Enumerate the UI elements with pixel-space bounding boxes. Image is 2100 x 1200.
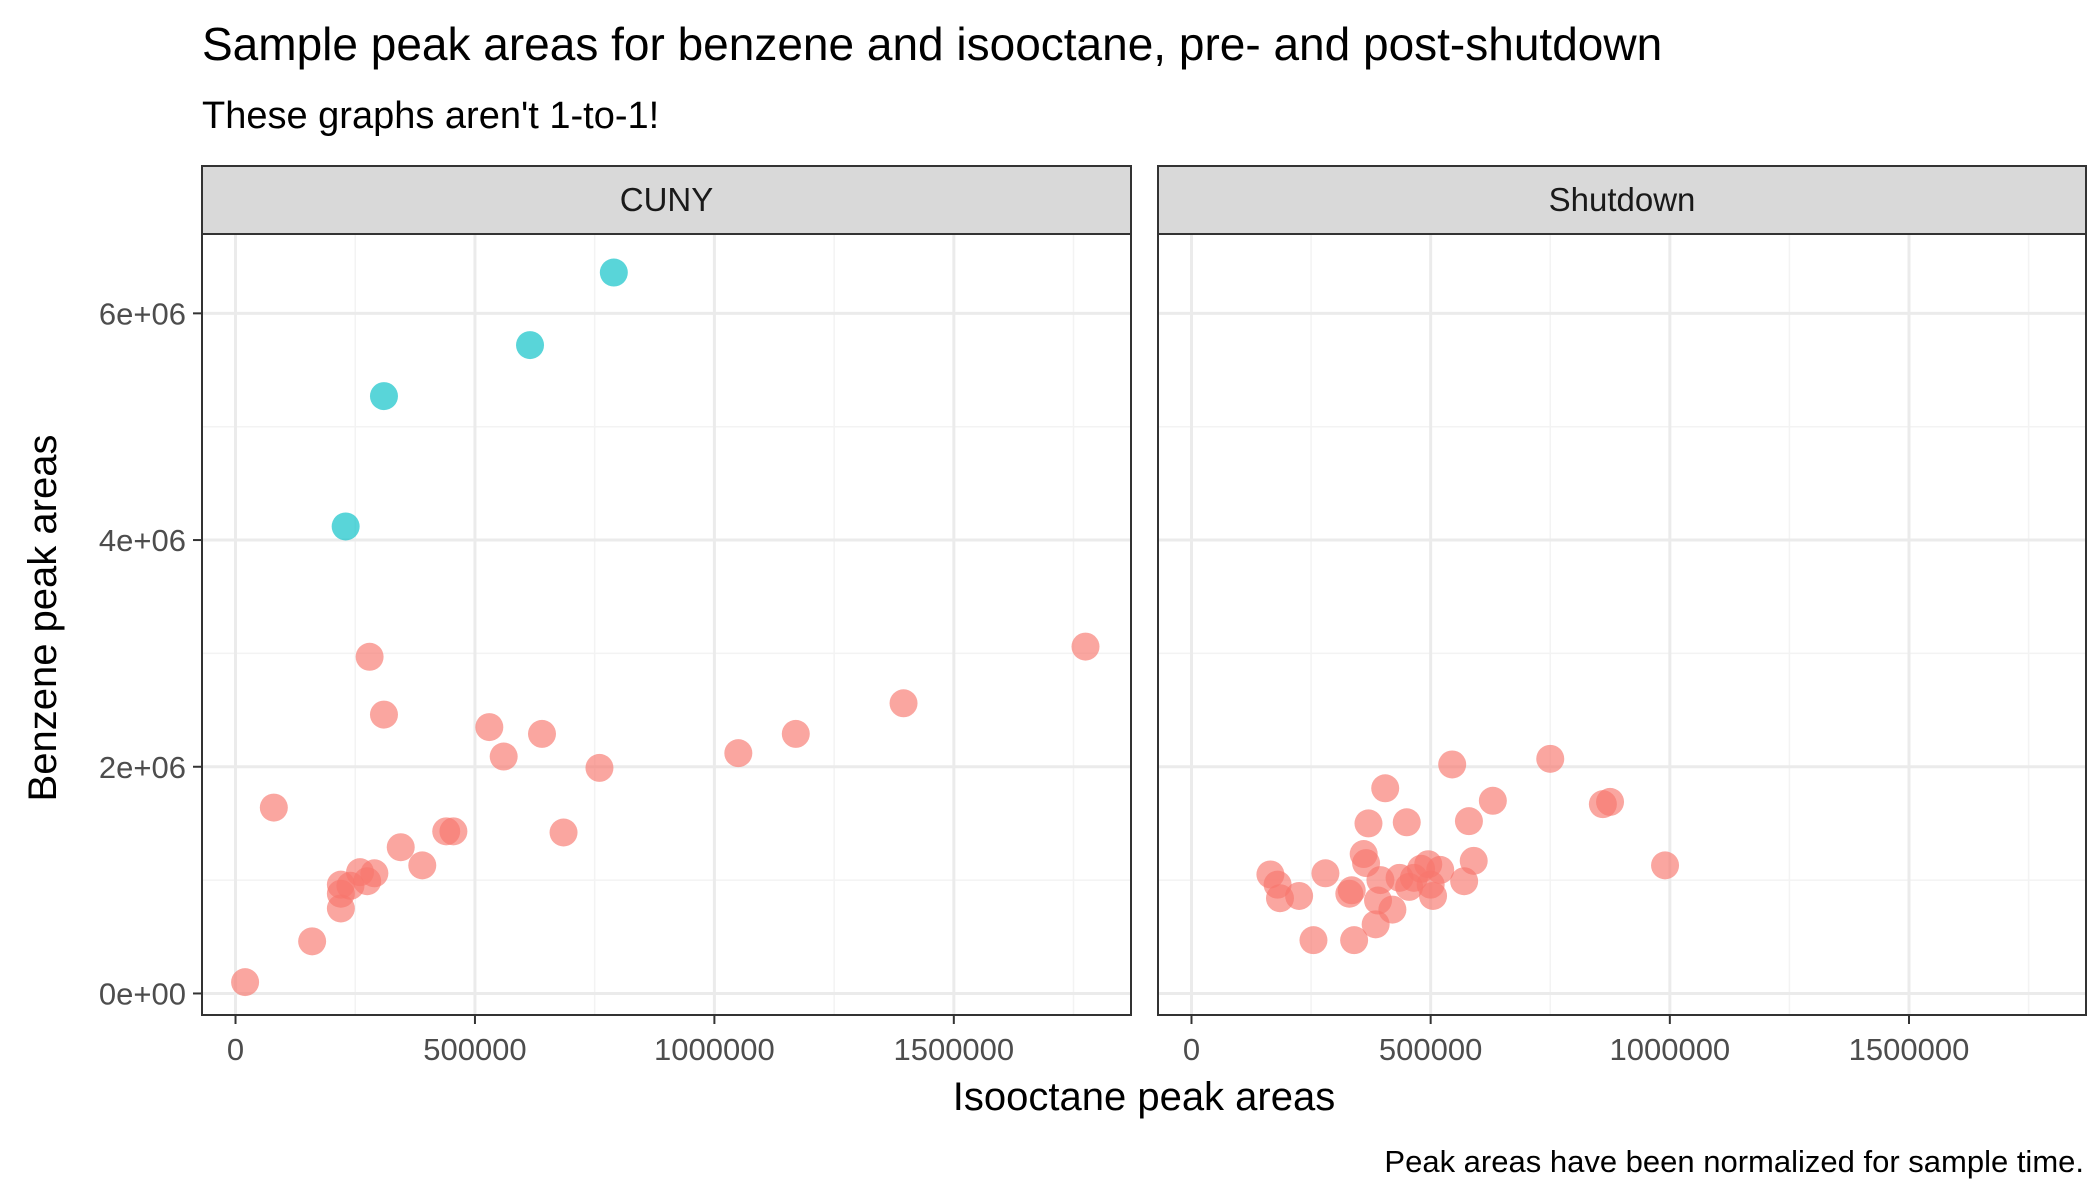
y-tick-label: 4e+06 — [99, 523, 186, 558]
data-point — [1459, 846, 1488, 875]
data-point — [1651, 851, 1680, 880]
x-tick-label: 0 — [227, 1032, 244, 1067]
data-point — [585, 753, 614, 782]
data-point — [1354, 809, 1383, 838]
chart-title: Sample peak areas for benzene and isooct… — [202, 18, 1662, 70]
data-point — [724, 739, 753, 768]
y-axis-label: Benzene peak areas — [21, 435, 65, 802]
data-point — [1426, 855, 1455, 884]
data-point — [360, 859, 389, 888]
data-point — [386, 833, 415, 862]
facet-panel-shutdown: Shutdown 0 500000 1000000 1500000 — [1157, 165, 2087, 1067]
data-point — [408, 851, 437, 880]
data-point — [355, 642, 384, 671]
x-axis-label: Isooctane peak areas — [953, 1075, 1335, 1119]
data-point — [1337, 876, 1366, 905]
data-point — [1071, 632, 1100, 661]
x-tick-label: 0 — [1183, 1032, 1200, 1067]
data-point — [527, 719, 556, 748]
data-point — [516, 331, 545, 360]
panel-background — [1158, 234, 2086, 1015]
y-tick-label: 6e+06 — [99, 296, 186, 331]
data-point — [1536, 744, 1565, 773]
data-point — [1419, 881, 1448, 910]
data-point — [599, 258, 628, 287]
x-tick-label: 1000000 — [654, 1032, 775, 1067]
data-point — [1454, 807, 1483, 836]
data-point — [475, 713, 504, 742]
data-point — [1371, 774, 1400, 803]
data-point — [439, 817, 468, 846]
data-point — [889, 689, 918, 718]
x-tick-label: 1500000 — [893, 1032, 1014, 1067]
facet-strip-label: CUNY — [620, 181, 714, 218]
data-point — [369, 700, 398, 729]
x-tick-label: 1500000 — [1849, 1032, 1970, 1067]
data-point — [1340, 926, 1369, 955]
facet-strip — [1157, 165, 2087, 235]
data-point — [1438, 750, 1467, 779]
x-tick-label: 500000 — [423, 1032, 526, 1067]
facet-panels: CUNY 0 500000 1000000 1500000 0e+00 2e+06 4e+06… — [99, 165, 2087, 1067]
data-point — [1311, 859, 1340, 888]
data-point — [1478, 786, 1507, 815]
data-point — [549, 818, 578, 847]
facet-panel-cuny: CUNY 0 500000 1000000 1500000 0e+00 2e+06 4e+06… — [99, 165, 1132, 1067]
facet-strip-label: Shutdown — [1549, 181, 1696, 218]
y-tick-label: 0e+00 — [99, 976, 186, 1011]
data-point — [1392, 808, 1421, 837]
chart-subtitle: These graphs aren't 1-to-1! — [202, 95, 659, 137]
data-point — [1299, 926, 1328, 955]
data-point — [298, 927, 327, 956]
x-tick-label: 500000 — [1379, 1032, 1482, 1067]
data-point — [1596, 787, 1625, 816]
facet-strip — [201, 165, 1132, 235]
data-point — [1378, 895, 1407, 924]
data-point — [331, 512, 360, 541]
data-point — [1285, 881, 1314, 910]
data-point — [231, 968, 260, 997]
data-point — [369, 382, 398, 411]
x-tick-label: 1000000 — [1609, 1032, 1730, 1067]
data-point — [781, 719, 810, 748]
data-point — [259, 793, 288, 822]
chart-caption: Peak areas have been normalized for samp… — [1384, 1144, 2084, 1179]
data-point — [489, 742, 518, 771]
y-tick-label: 2e+06 — [99, 750, 186, 785]
